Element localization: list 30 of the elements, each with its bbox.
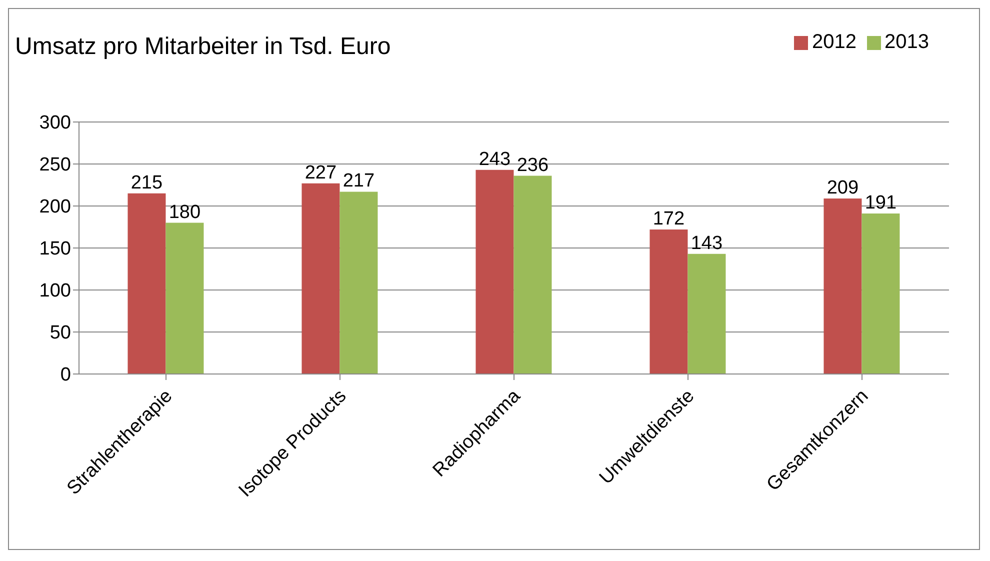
bar xyxy=(166,222,204,374)
bar xyxy=(128,193,166,374)
data-label: 215 xyxy=(130,172,163,194)
data-label: 209 xyxy=(826,177,859,198)
data-label: 236 xyxy=(516,154,549,176)
data-label: 172 xyxy=(652,208,685,230)
y-tick-label: 200 xyxy=(39,196,71,218)
y-tick-label: 250 xyxy=(39,154,71,176)
data-label: 217 xyxy=(342,170,375,192)
bar xyxy=(650,230,688,374)
bar xyxy=(824,198,862,374)
legend-label: 2012 xyxy=(812,31,856,53)
y-tick-label: 100 xyxy=(39,280,71,302)
data-label: 191 xyxy=(864,192,897,214)
chart-title: Umsatz pro Mitarbeiter in Tsd. Euro xyxy=(15,33,391,61)
bar xyxy=(514,176,552,374)
data-label: 227 xyxy=(304,162,337,184)
bar xyxy=(302,183,340,374)
y-tick-label: 150 xyxy=(39,238,71,260)
bar xyxy=(476,170,514,374)
data-label: 180 xyxy=(168,202,201,223)
data-label: 143 xyxy=(690,232,723,254)
data-label: 243 xyxy=(478,148,511,170)
bar xyxy=(340,192,378,374)
bar xyxy=(688,254,726,374)
bar xyxy=(862,214,900,374)
y-tick-label: 0 xyxy=(60,364,71,386)
y-tick-label: 50 xyxy=(50,322,71,344)
legend-label: 2013 xyxy=(884,31,929,53)
y-tick-label: 300 xyxy=(39,112,71,134)
